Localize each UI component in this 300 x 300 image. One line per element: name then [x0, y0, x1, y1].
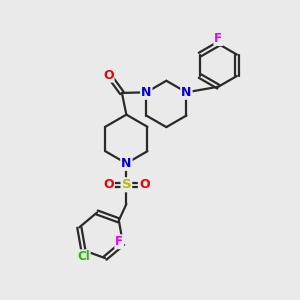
Text: S: S [122, 178, 131, 191]
Text: Cl: Cl [77, 250, 90, 263]
Text: O: O [103, 69, 113, 82]
Text: N: N [141, 86, 152, 99]
Text: F: F [214, 32, 222, 45]
Text: F: F [115, 235, 123, 248]
Text: N: N [181, 86, 192, 99]
Text: O: O [103, 178, 114, 191]
Text: N: N [121, 157, 131, 170]
Text: O: O [139, 178, 149, 191]
